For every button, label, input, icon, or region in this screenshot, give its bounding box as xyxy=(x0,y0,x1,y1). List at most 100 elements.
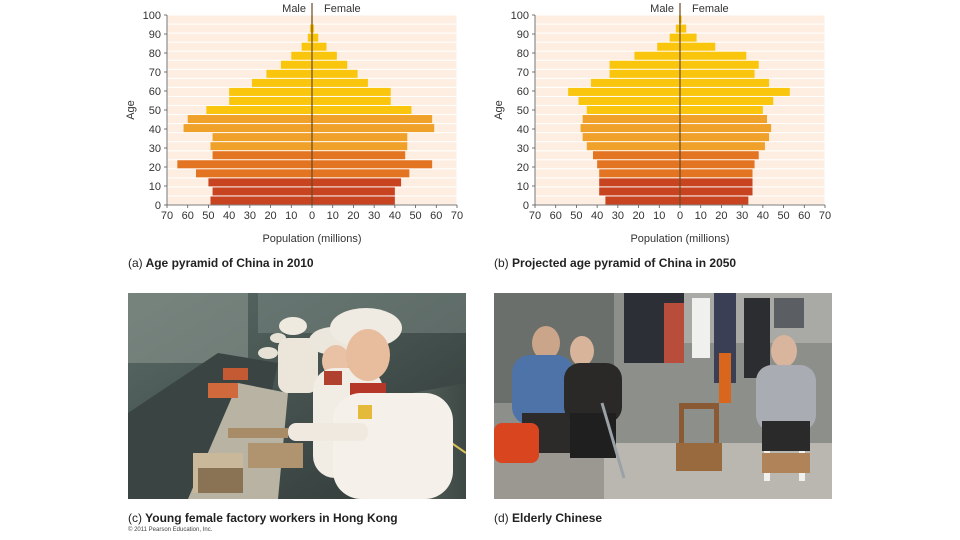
bar-female-30-34 xyxy=(680,142,765,151)
copyright-notice: © 2011 Pearson Education, Inc. xyxy=(128,527,213,533)
bar-female-80-84 xyxy=(680,51,747,60)
y-tick-labels: 0 10 20 30 40 50 60 70 80 90 100 xyxy=(143,10,167,212)
x-tick-label: 30 xyxy=(368,210,380,222)
y-tick-label: 30 xyxy=(149,143,161,155)
bar-female-25-29 xyxy=(680,151,759,160)
bar-female-60-64 xyxy=(312,87,391,96)
elderly-chinese-photo xyxy=(494,293,832,499)
x-axis-label: Population (millions) xyxy=(262,233,361,245)
x-tick-label: 50 xyxy=(202,210,214,222)
bar-male-40-44 xyxy=(580,124,680,133)
bar-female-90-94 xyxy=(680,33,697,42)
caption-b: (b) Projected age pyramid of China in 20… xyxy=(494,256,736,270)
y-axis-label: Age xyxy=(493,100,505,120)
series-female xyxy=(312,15,435,205)
caption-a-text: Age pyramid of China in 2010 xyxy=(145,256,314,270)
bar-male-55-59 xyxy=(229,96,312,105)
x-tick-label: 30 xyxy=(736,210,748,222)
y-tick-label: 20 xyxy=(517,162,529,174)
caption-c-text: Young female factory workers in Hong Kon… xyxy=(145,511,398,525)
bar-male-95-99 xyxy=(309,24,312,33)
bar-male-20-24 xyxy=(177,160,312,169)
bar-female-80-84 xyxy=(312,51,337,60)
y-tick-label: 100 xyxy=(143,10,161,22)
y-tick-label: 60 xyxy=(149,86,161,98)
bar-male-60-64 xyxy=(568,87,680,96)
bar-male-45-49 xyxy=(187,115,312,124)
bar-female-35-39 xyxy=(680,133,770,142)
bar-female-75-79 xyxy=(312,60,348,69)
caption-b-text: Projected age pyramid of China in 2050 xyxy=(512,256,737,270)
bar-female-85-89 xyxy=(680,42,716,51)
bar-female-25-29 xyxy=(312,151,406,160)
bar-female-50-54 xyxy=(680,105,763,115)
y-tick-label: 50 xyxy=(149,105,161,117)
factory-workers-illustration xyxy=(128,293,466,499)
y-tick-labels: 0 10 20 30 40 50 60 70 80 90 100 xyxy=(511,10,535,212)
x-tick-labels: 70 60 50 40 30 20 10 0 10 20 30 40 50 60 70 xyxy=(161,205,463,222)
y-tick-label: 30 xyxy=(517,143,529,155)
bar-male-90-94 xyxy=(307,33,312,42)
caption-b-letter: (b) xyxy=(494,256,509,270)
bar-male-85-89 xyxy=(657,42,680,51)
bar-female-50-54 xyxy=(312,105,412,115)
bar-male-30-34 xyxy=(210,142,312,151)
bar-female-10-14 xyxy=(680,178,753,187)
y-tick-label: 70 xyxy=(517,67,529,79)
y-tick-label: 90 xyxy=(517,29,529,41)
bar-male-80-84 xyxy=(634,51,680,60)
bar-male-35-39 xyxy=(212,133,312,142)
bar-male-50-54 xyxy=(586,105,680,115)
x-tick-label: 70 xyxy=(529,210,541,222)
male-label: Male xyxy=(650,3,674,15)
bar-male-50-54 xyxy=(206,105,312,115)
bar-female-65-69 xyxy=(312,78,368,87)
x-tick-label: 10 xyxy=(695,210,707,222)
bar-female-40-44 xyxy=(680,124,772,133)
caption-a-letter: (a) xyxy=(128,256,143,270)
male-label: Male xyxy=(282,3,306,15)
bar-male-45-49 xyxy=(582,115,680,124)
bar-female-95-99 xyxy=(680,24,687,33)
x-tick-label: 20 xyxy=(632,210,644,222)
bar-female-0-4 xyxy=(312,196,395,205)
series-male xyxy=(568,15,680,205)
bar-male-35-39 xyxy=(582,133,680,142)
bar-female-15-19 xyxy=(312,169,410,178)
bar-female-45-49 xyxy=(312,115,433,124)
female-label: Female xyxy=(692,3,729,15)
bar-female-90-94 xyxy=(312,33,319,42)
bar-female-45-49 xyxy=(680,115,767,124)
bar-female-55-59 xyxy=(680,96,774,105)
bar-male-0-4 xyxy=(210,196,312,205)
y-tick-label: 80 xyxy=(517,48,529,60)
y-tick-label: 10 xyxy=(149,181,161,193)
bar-male-75-79 xyxy=(280,60,312,69)
x-tick-label: 40 xyxy=(389,210,401,222)
bar-female-95-99 xyxy=(312,24,315,33)
x-axis-label: Population (millions) xyxy=(630,233,729,245)
bar-male-75-79 xyxy=(609,60,680,69)
y-tick-label: 50 xyxy=(517,105,529,117)
x-tick-label: 70 xyxy=(161,210,173,222)
x-tick-label: 30 xyxy=(612,210,624,222)
bar-male-25-29 xyxy=(212,151,312,160)
bar-male-80-84 xyxy=(291,51,312,60)
y-tick-label: 100 xyxy=(511,10,529,22)
x-tick-label: 50 xyxy=(777,210,789,222)
x-tick-label: 40 xyxy=(223,210,235,222)
elderly-chinese-illustration xyxy=(494,293,832,499)
caption-a: (a) Age pyramid of China in 2010 xyxy=(128,256,314,270)
bar-male-0-4 xyxy=(605,196,680,205)
bar-male-25-29 xyxy=(593,151,680,160)
x-tick-label: 0 xyxy=(677,210,683,222)
bar-male-20-24 xyxy=(597,160,680,169)
series-male xyxy=(177,15,312,205)
bar-male-70-74 xyxy=(266,69,312,78)
bar-male-10-14 xyxy=(599,178,680,187)
bar-female-70-74 xyxy=(312,69,358,78)
bar-female-5-9 xyxy=(312,187,395,196)
bar-male-90-94 xyxy=(669,33,680,42)
caption-c: (c) Young female factory workers in Hong… xyxy=(128,511,398,525)
y-tick-label: 40 xyxy=(517,124,529,136)
